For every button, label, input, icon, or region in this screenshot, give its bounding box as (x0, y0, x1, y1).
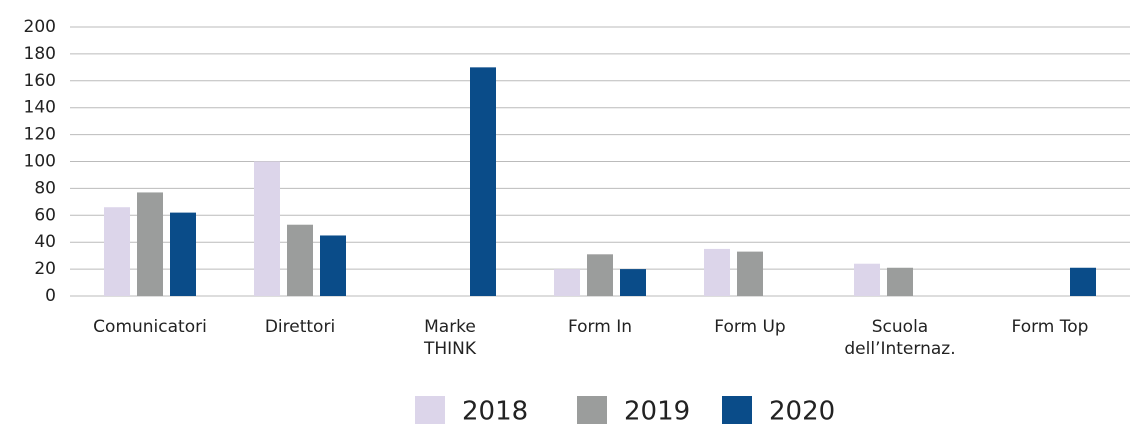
y-tick-label: 180 (24, 44, 56, 64)
legend-label: 2018 (462, 397, 528, 427)
bar (170, 212, 196, 296)
legend-label: 2020 (769, 397, 835, 427)
y-tick-label: 160 (24, 71, 56, 91)
bar (854, 263, 880, 296)
y-tick-label: 140 (24, 98, 56, 118)
legend-swatch (722, 396, 752, 424)
bar (470, 67, 496, 296)
bar (254, 161, 280, 296)
bar (587, 254, 613, 296)
y-tick-label: 120 (24, 125, 56, 145)
y-tick-label: 0 (45, 286, 56, 306)
bar (887, 267, 913, 296)
x-tick-label: Form In (568, 317, 632, 337)
x-tick-label: Direttori (265, 317, 335, 337)
x-tick-label: Comunicatori (93, 317, 207, 337)
x-tick-label: Form Top (1012, 317, 1089, 337)
y-tick-label: 100 (24, 152, 56, 172)
bar (137, 192, 163, 296)
bar (320, 235, 346, 296)
y-tick-label: 20 (34, 259, 56, 279)
x-tick-label: Form Up (714, 317, 785, 337)
bar (104, 207, 130, 296)
y-tick-label: 60 (34, 205, 56, 225)
bar (554, 269, 580, 296)
y-tick-label: 80 (34, 178, 56, 198)
bar (737, 251, 763, 296)
legend-label: 2019 (624, 397, 690, 427)
bar (620, 269, 646, 296)
bar (287, 224, 313, 296)
bar (704, 248, 730, 296)
x-tick-label: Marke THINK (423, 317, 477, 359)
y-tick-label: 200 (24, 17, 56, 37)
legend-swatch (415, 396, 445, 424)
x-tick-label: Scuola dell’Internaz. (844, 317, 955, 359)
bar (1070, 267, 1096, 296)
legend-swatch (577, 396, 607, 424)
y-tick-label: 40 (34, 232, 56, 252)
